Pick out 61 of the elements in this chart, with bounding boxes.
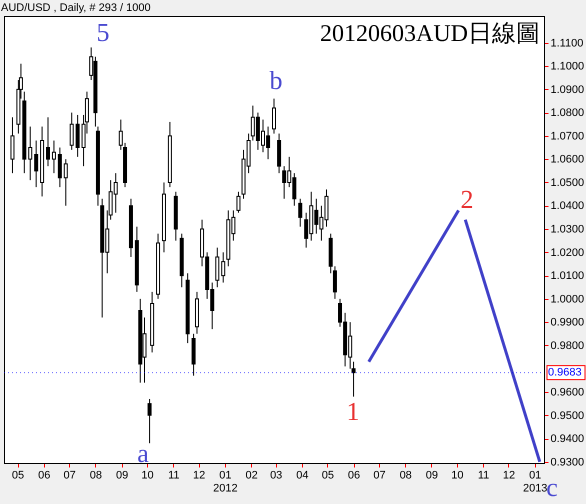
x-tick-label: 07 [64, 470, 76, 482]
x-tick-label: 09 [426, 470, 438, 482]
x-tick-label: 11 [168, 470, 180, 482]
candlestick [52, 140, 56, 174]
y-tick-label: 0.9800 [550, 340, 584, 352]
x-tick-label: 02 [246, 470, 258, 482]
annotation: b [270, 66, 282, 95]
y-tick-label: 0.9500 [550, 410, 584, 422]
candlestick [46, 116, 50, 167]
y-tick-label: 1.0800 [550, 107, 584, 120]
y-tick-label: 1.0500 [550, 176, 584, 189]
x-tick-label: 07 [373, 470, 386, 482]
candlestick [148, 398, 152, 444]
candlestick [64, 158, 68, 206]
text: c [546, 473, 558, 502]
y-tick-label: 1.0700 [550, 130, 584, 142]
x-tick-label: 06 [38, 470, 50, 482]
y-tick-label: 1.0600 [550, 154, 584, 166]
annotation: 5 [96, 18, 110, 47]
y-tick-label: 1.0100 [550, 270, 584, 282]
y-tick-label: 0.9300 [550, 456, 584, 468]
y-tick-label: 0.9400 [550, 433, 584, 446]
candlestick [298, 198, 302, 228]
y-tick-label: 1.0300 [550, 224, 584, 236]
candlestick [272, 98, 276, 134]
candlestick [70, 112, 74, 150]
x-tick-label: 04 [296, 470, 309, 482]
y-tick-label: 1.0200 [550, 246, 584, 259]
y-tick-label: 1.0900 [550, 84, 584, 96]
x-tick-label: 11 [478, 470, 490, 482]
x-tick-label: 09 [116, 470, 128, 482]
x-tick-label: 05 [322, 470, 334, 482]
y-tick-label: 1.0000 [550, 293, 584, 306]
y-tick-label: 1.1000 [550, 60, 584, 73]
candlestick [76, 114, 80, 158]
y-tick-label: 0.9900 [550, 316, 584, 329]
candlestick [58, 147, 62, 188]
x-tick-label: 03 [270, 470, 282, 482]
x-tick-label: 08 [90, 470, 102, 482]
candlestick [10, 116, 14, 174]
x-tick-label: 12 [502, 470, 516, 482]
x-tick-label: 01 2013 [522, 470, 548, 494]
x-tick-label: 06 [348, 470, 360, 482]
annotation: 1 [346, 397, 360, 426]
x-tick-label: 10 [451, 470, 464, 482]
chart-subtitle: AUD/USD , Daily, # 293 / 1000 [1, 2, 151, 14]
y-tick-label: 1.0400 [550, 200, 584, 212]
chart-title: 20120603AUD日線圖 [320, 21, 540, 47]
candlestick [332, 266, 337, 300]
x-tick-label: 01 2012 [213, 470, 238, 494]
ref-line-label: 0.9683 [548, 366, 582, 379]
x-tick-label: 10 [141, 470, 154, 482]
y-tick-label: 1.1100 [550, 37, 584, 50]
y-tick-label: 0.9600 [550, 386, 584, 398]
x-tick-label: 08 [400, 470, 412, 482]
candlestick [34, 140, 38, 188]
x-tick-label: 05 [12, 470, 24, 482]
annotation: a [137, 439, 150, 468]
x-tick-label: 12 [193, 470, 206, 482]
annotation: 2 [460, 185, 474, 214]
candlestick [236, 191, 240, 214]
